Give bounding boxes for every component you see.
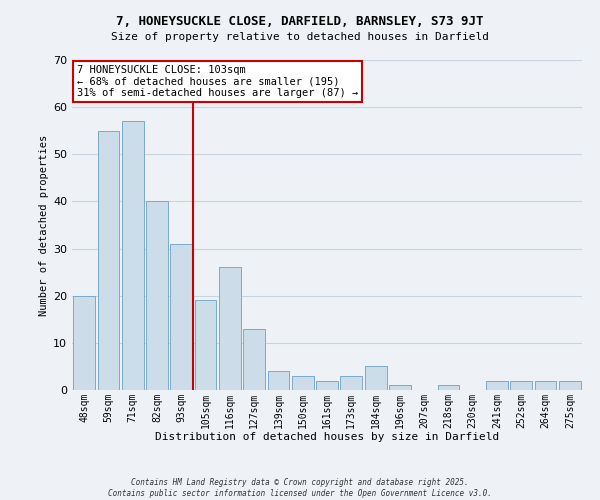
Text: 7 HONEYSUCKLE CLOSE: 103sqm
← 68% of detached houses are smaller (195)
31% of se: 7 HONEYSUCKLE CLOSE: 103sqm ← 68% of det… xyxy=(77,65,358,98)
Bar xyxy=(97,130,119,390)
Bar xyxy=(146,202,168,390)
Bar xyxy=(559,380,581,390)
Bar xyxy=(437,386,460,390)
Bar xyxy=(73,296,95,390)
Bar xyxy=(389,386,411,390)
Bar xyxy=(268,371,289,390)
Bar xyxy=(486,380,508,390)
Bar xyxy=(365,366,386,390)
Bar xyxy=(316,380,338,390)
Bar xyxy=(170,244,192,390)
Text: Contains HM Land Registry data © Crown copyright and database right 2025.
Contai: Contains HM Land Registry data © Crown c… xyxy=(108,478,492,498)
Bar xyxy=(243,328,265,390)
Bar xyxy=(292,376,314,390)
Text: Size of property relative to detached houses in Darfield: Size of property relative to detached ho… xyxy=(111,32,489,42)
Y-axis label: Number of detached properties: Number of detached properties xyxy=(39,134,49,316)
Bar xyxy=(535,380,556,390)
Text: 7, HONEYSUCKLE CLOSE, DARFIELD, BARNSLEY, S73 9JT: 7, HONEYSUCKLE CLOSE, DARFIELD, BARNSLEY… xyxy=(116,15,484,28)
Bar xyxy=(340,376,362,390)
Bar xyxy=(194,300,217,390)
Bar xyxy=(511,380,532,390)
Bar xyxy=(219,268,241,390)
X-axis label: Distribution of detached houses by size in Darfield: Distribution of detached houses by size … xyxy=(155,432,499,442)
Bar xyxy=(122,122,143,390)
